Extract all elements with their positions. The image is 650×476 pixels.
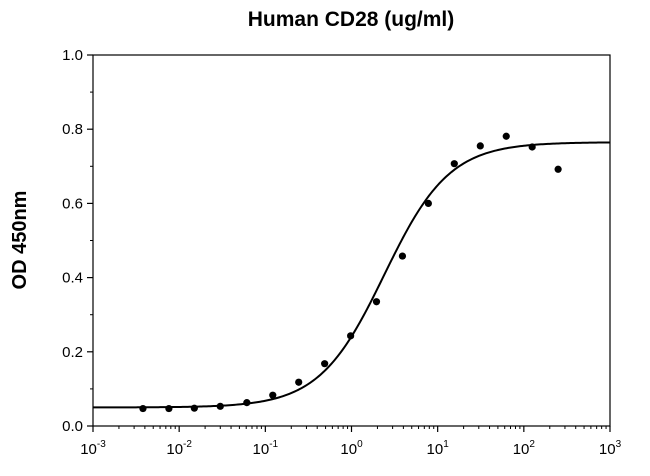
data-point <box>372 298 381 306</box>
plot-frame <box>92 54 611 427</box>
data-point <box>476 142 484 150</box>
data-point <box>528 143 536 151</box>
data-point <box>450 160 458 168</box>
x-tick-label: 102 <box>513 439 536 458</box>
y-tick-label: 0.2 <box>62 344 83 361</box>
y-tick-label: 0.0 <box>62 418 83 435</box>
y-tick-label: 0.4 <box>62 270 83 287</box>
y-axis-label: OD 450nm <box>9 191 31 290</box>
data-point <box>554 165 562 173</box>
x-tick-label: 10-1 <box>253 439 279 458</box>
data-point <box>243 399 251 407</box>
x-tick-label: 100 <box>340 439 363 458</box>
data-point <box>424 199 432 207</box>
x-tick-label: 10-2 <box>166 439 192 458</box>
y-tick-label: 0.8 <box>62 121 83 138</box>
data-point <box>216 402 224 410</box>
data-point <box>139 404 147 413</box>
data-points <box>139 132 562 413</box>
data-point <box>321 360 329 368</box>
x-tick-label: 103 <box>599 439 622 458</box>
x-tick-label: 10-3 <box>80 439 106 458</box>
x-tick-label: 101 <box>427 439 450 458</box>
data-point <box>295 378 303 386</box>
fit-curve <box>92 141 611 409</box>
y-tick-label: 1.0 <box>62 47 83 64</box>
y-tick-label: 0.6 <box>62 195 83 212</box>
chart-title: Human CD28 (ug/ml) <box>248 8 455 31</box>
data-point <box>398 252 407 260</box>
x-axis: 10-3 10-2 10-1 100 101 102 103 <box>80 426 622 458</box>
y-axis: 0.0 0.2 0.4 0.6 0.8 1.0 <box>62 47 93 435</box>
data-point <box>190 404 198 412</box>
data-point <box>165 404 173 413</box>
data-point <box>502 132 510 140</box>
data-point <box>269 391 277 399</box>
data-point <box>347 332 355 340</box>
